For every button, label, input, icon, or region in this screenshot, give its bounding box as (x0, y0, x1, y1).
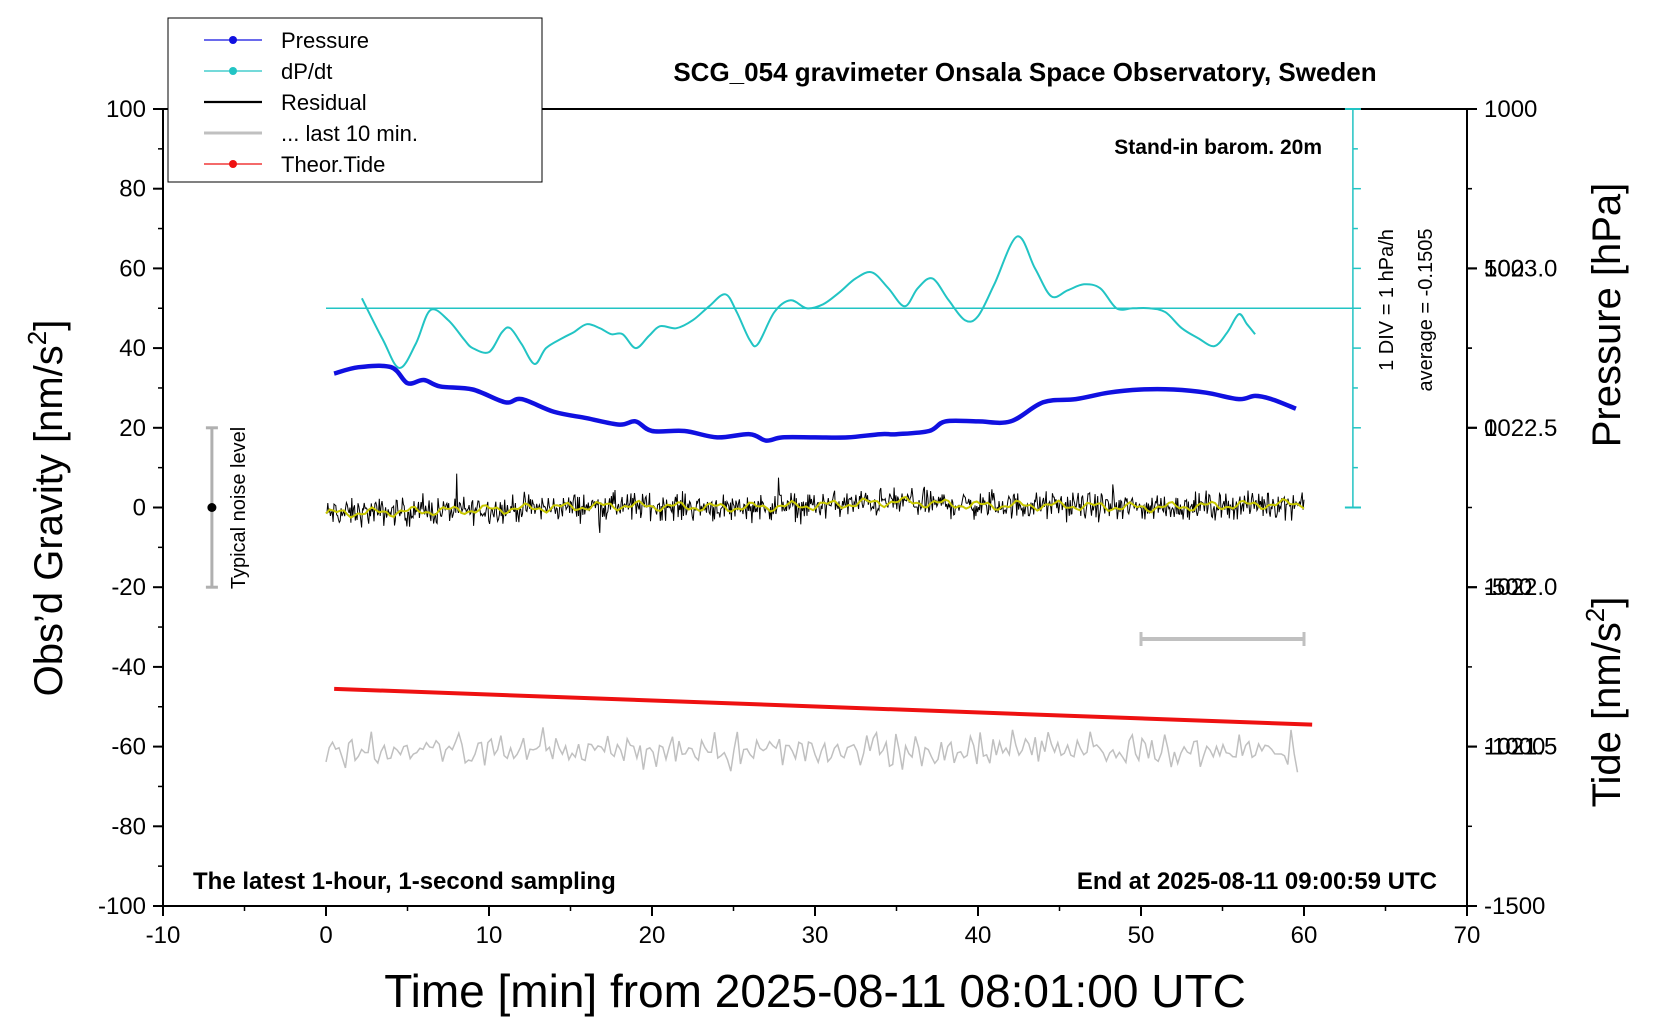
series-layer (325, 235, 1362, 773)
y-left-tick-label: 20 (119, 415, 146, 442)
x-tick-label: 20 (639, 922, 666, 949)
legend-marker (229, 160, 237, 168)
x-tick-label: 50 (1128, 922, 1155, 949)
y-left-tick-label: 60 (119, 255, 146, 282)
dpdt-average-note: average = -0.1505 (1415, 229, 1437, 392)
legend-label: Residual (281, 90, 367, 115)
y-left-tick-label: -40 (111, 654, 146, 681)
legend-marker (229, 67, 237, 75)
y-pressure-tick-label: 1023.0 (1484, 255, 1557, 282)
y-tide-tick-label: -1500 (1484, 893, 1545, 920)
tide-line (334, 686, 1313, 727)
y-axis-label-tide: Tide [nm/s2] (1580, 597, 1629, 808)
y-left-tick-label: -60 (111, 734, 146, 761)
y-axis-label-pressure: Pressure [hPa] (1585, 183, 1629, 448)
x-tick-label: 70 (1454, 922, 1481, 949)
y-left-tick-label: -20 (111, 574, 146, 601)
noise-center-dot (207, 503, 217, 512)
x-tick-label: 40 (965, 922, 992, 949)
end-time-note: End at 2025-08-11 09:00:59 UTC (1077, 868, 1437, 895)
y-left-tick-label: 0 (133, 495, 146, 522)
y-left-tick-label: 80 (119, 176, 146, 203)
noise-level-note: Typical noise level (228, 427, 250, 589)
x-axis-label: Time [min] from 2025-08-11 08:01:00 UTC (384, 965, 1246, 1017)
legend-label: Pressure (281, 28, 369, 53)
x-tick-label: 10 (476, 922, 503, 949)
y-tide-tick-label: -500 (1484, 574, 1532, 601)
y-pressure-tick-label: 1022.5 (1484, 415, 1557, 442)
axes-layer: -10 0 10 20 30 40 50 60 70100806040200-20-40-60-… (98, 96, 1557, 949)
dpdt-line (361, 235, 1256, 369)
y-tide-tick-label: -1000 (1484, 734, 1545, 761)
legend-label: dP/dt (281, 59, 332, 84)
y-left-tick-label: 100 (106, 96, 146, 123)
x-tick-label: 0 (319, 922, 332, 949)
y-tide-tick-label: 0 (1484, 415, 1497, 442)
x-tick-label: -10 (146, 922, 181, 949)
y-tide-tick-label: 500 (1484, 255, 1524, 282)
pressure-line (333, 363, 1297, 443)
legend-marker (229, 36, 237, 44)
last10-line (325, 727, 1299, 773)
y-left-tick-label: -80 (111, 813, 146, 840)
chart-title: SCG_054 gravimeter Onsala Space Observat… (673, 57, 1376, 87)
x-tick-label: 30 (802, 922, 829, 949)
residual-smoothed-line (325, 495, 1305, 519)
y-pressure-tick-label: 1021.5 (1484, 734, 1557, 761)
legend-label: ... last 10 min. (281, 121, 418, 146)
legend-label: Theor.Tide (281, 152, 385, 177)
sampling-note: The latest 1-hour, 1-second sampling (193, 868, 616, 895)
y-left-tick-label: -100 (98, 893, 146, 920)
y-tide-tick-label: 1000 (1484, 96, 1537, 123)
legend-box (167, 17, 543, 183)
barometer-note: Stand-in barom. 20m (1114, 136, 1322, 159)
y-axis-label-gravity: Obs’d Gravity [nm/s2] (22, 320, 71, 697)
dpdt-scale-note: 1 DIV = 1 hPa/h (1376, 229, 1398, 371)
legend: Pressure dP/dt Residual ... last 10 min. The… (167, 17, 543, 183)
y-pressure-tick-label: 1022.0 (1484, 574, 1557, 601)
residual-line (325, 473, 1305, 533)
y-left-tick-label: 40 (119, 335, 146, 362)
x-tick-label: 60 (1291, 922, 1318, 949)
